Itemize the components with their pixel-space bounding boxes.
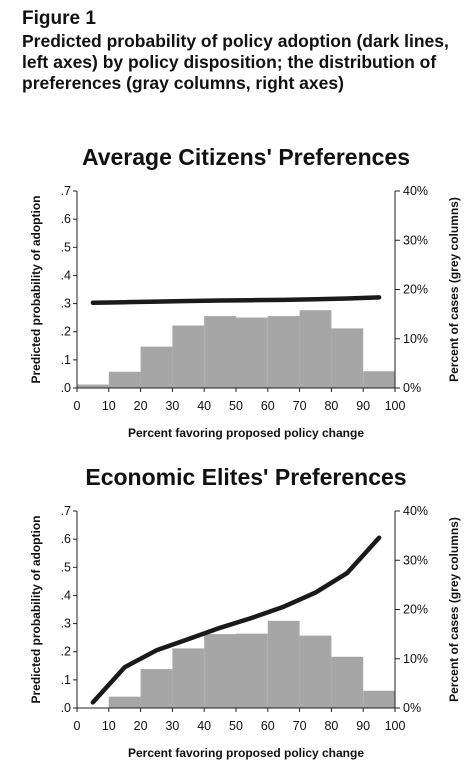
left-tick-label: .5 bbox=[61, 240, 71, 254]
right-tick-label: 40% bbox=[403, 184, 428, 198]
histogram-bar bbox=[299, 635, 332, 708]
histogram-bar bbox=[77, 384, 109, 388]
left-axis-label: Predicted probability of adoption bbox=[29, 515, 43, 703]
histogram-bar bbox=[267, 316, 300, 388]
probability-line bbox=[90, 535, 382, 705]
histogram-bar bbox=[363, 690, 395, 708]
right-tick-label: 30% bbox=[403, 553, 428, 567]
x-tick-label: 70 bbox=[293, 719, 307, 733]
x-tick-label: 40 bbox=[197, 399, 211, 413]
left-tick-label: .4 bbox=[61, 268, 71, 282]
left-axis-label: Predicted probability of adoption bbox=[29, 195, 43, 383]
right-tick-label: 10% bbox=[403, 652, 428, 666]
right-tick-label: 20% bbox=[403, 283, 428, 297]
left-tick-label: .6 bbox=[61, 212, 71, 226]
left-tick-label: .0 bbox=[61, 381, 71, 395]
histogram-bar bbox=[331, 656, 364, 708]
left-tick-label: .4 bbox=[61, 588, 71, 602]
x-tick-label: 80 bbox=[324, 399, 338, 413]
x-axis-label: Percent favoring proposed policy change bbox=[128, 746, 364, 760]
left-tick-label: .2 bbox=[61, 325, 71, 339]
left-tick-label: .1 bbox=[61, 673, 71, 687]
probability-line bbox=[90, 295, 382, 305]
x-tick-label: 100 bbox=[385, 719, 406, 733]
x-tick-label: 0 bbox=[74, 399, 81, 413]
x-tick-label: 100 bbox=[385, 399, 406, 413]
figure-header: Figure 1 Predicted probability of policy… bbox=[22, 8, 462, 94]
left-tick-label: .6 bbox=[61, 532, 71, 546]
chart-average-citizens: Average Citizens' Preferences .0 .1 .2 .3 .4.… bbox=[29, 144, 461, 440]
figure-label: Figure 1 bbox=[22, 8, 96, 29]
chart-economic-elites: Economic Elites' Preferences .0 .1 .2 .3 .4 .5… bbox=[29, 464, 461, 760]
right-tick-label: 0% bbox=[403, 381, 421, 395]
left-tick-label: .7 bbox=[61, 504, 71, 518]
x-tick-label: 60 bbox=[261, 399, 275, 413]
left-tick-label: .5 bbox=[61, 560, 71, 574]
histogram-bar bbox=[108, 696, 141, 708]
x-tick-label: 10 bbox=[102, 399, 116, 413]
x-tick-label: 30 bbox=[165, 719, 179, 733]
histogram-bar bbox=[299, 310, 332, 388]
right-axis-label: Percent of cases (grey columns) bbox=[447, 197, 461, 382]
left-tick-label: .1 bbox=[61, 353, 71, 367]
histogram-bar bbox=[172, 325, 205, 388]
left-tick-label: .3 bbox=[61, 297, 71, 311]
x-tick-label: 60 bbox=[261, 719, 275, 733]
x-tick-label: 90 bbox=[356, 719, 370, 733]
x-tick-label: 80 bbox=[324, 719, 338, 733]
right-tick-label: 0% bbox=[403, 701, 421, 715]
x-tick-label: 50 bbox=[229, 719, 243, 733]
right-tick-label: 10% bbox=[403, 332, 428, 346]
x-tick-label: 70 bbox=[293, 399, 307, 413]
bars-group bbox=[108, 620, 395, 708]
histogram-bar bbox=[108, 371, 141, 388]
x-tick-label: 20 bbox=[134, 399, 148, 413]
left-tick-label: .2 bbox=[61, 645, 71, 659]
x-tick-label: 50 bbox=[229, 399, 243, 413]
x-tick-label: 90 bbox=[356, 399, 370, 413]
chart-title: Economic Elites' Preferences bbox=[85, 464, 406, 490]
right-tick-label: 40% bbox=[403, 504, 428, 518]
left-tick-label: .3 bbox=[61, 617, 71, 631]
histogram-bar bbox=[172, 648, 205, 708]
left-tick-label: .7 bbox=[61, 184, 71, 198]
left-tick-label: .0 bbox=[61, 701, 71, 715]
x-tick-label: 40 bbox=[197, 719, 211, 733]
histogram-bar bbox=[204, 316, 236, 388]
x-tick-label: 0 bbox=[74, 719, 81, 733]
chart-title: Average Citizens' Preferences bbox=[82, 144, 410, 170]
histogram-bar bbox=[331, 328, 364, 388]
histogram-bar bbox=[267, 620, 300, 708]
right-tick-label: 30% bbox=[403, 233, 428, 247]
histogram-bar bbox=[236, 317, 268, 388]
histogram-bar bbox=[363, 371, 395, 388]
histogram-bar bbox=[204, 634, 236, 708]
right-axis-label: Percent of cases (grey columns) bbox=[447, 517, 461, 702]
right-tick-label: 20% bbox=[403, 603, 428, 617]
figure-caption: Predicted probability of policy adoption… bbox=[22, 31, 449, 93]
histogram-bar bbox=[140, 669, 173, 708]
bars-group bbox=[77, 310, 395, 388]
histogram-bar bbox=[236, 633, 268, 708]
x-tick-label: 10 bbox=[102, 719, 116, 733]
histogram-bar bbox=[140, 346, 173, 388]
x-tick-label: 20 bbox=[134, 719, 148, 733]
x-tick-label: 30 bbox=[165, 399, 179, 413]
x-axis-label: Percent favoring proposed policy change bbox=[128, 426, 364, 440]
